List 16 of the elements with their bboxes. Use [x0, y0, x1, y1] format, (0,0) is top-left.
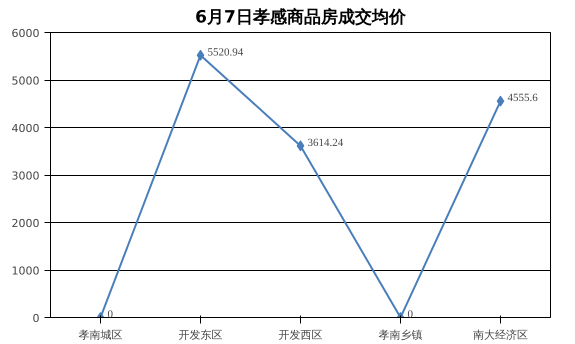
y-tick-label: 2000: [12, 217, 40, 230]
y-tick-label: 0: [32, 312, 40, 325]
x-tick-label: 南大经济区: [473, 328, 528, 342]
x-tick-label: 开发东区: [178, 328, 222, 342]
y-tick-label: 3000: [12, 170, 40, 182]
data-label: 3614.24: [308, 136, 344, 149]
chart-title: 6月7日孝感商品房成交均价: [195, 8, 407, 28]
x-tick-label: 孝南乡镇: [378, 328, 422, 342]
x-tick-label: 孝南城区: [78, 328, 122, 342]
data-label: 5520.94: [208, 46, 244, 58]
y-tick-label: 1000: [12, 264, 40, 278]
data-label: 4555.6: [508, 92, 538, 104]
y-tick-label: 5000: [12, 74, 40, 88]
x-tick-label: 开发西区: [278, 328, 322, 342]
y-tick-label: 6000: [12, 27, 40, 40]
y-tick-label: 4000: [12, 122, 40, 135]
